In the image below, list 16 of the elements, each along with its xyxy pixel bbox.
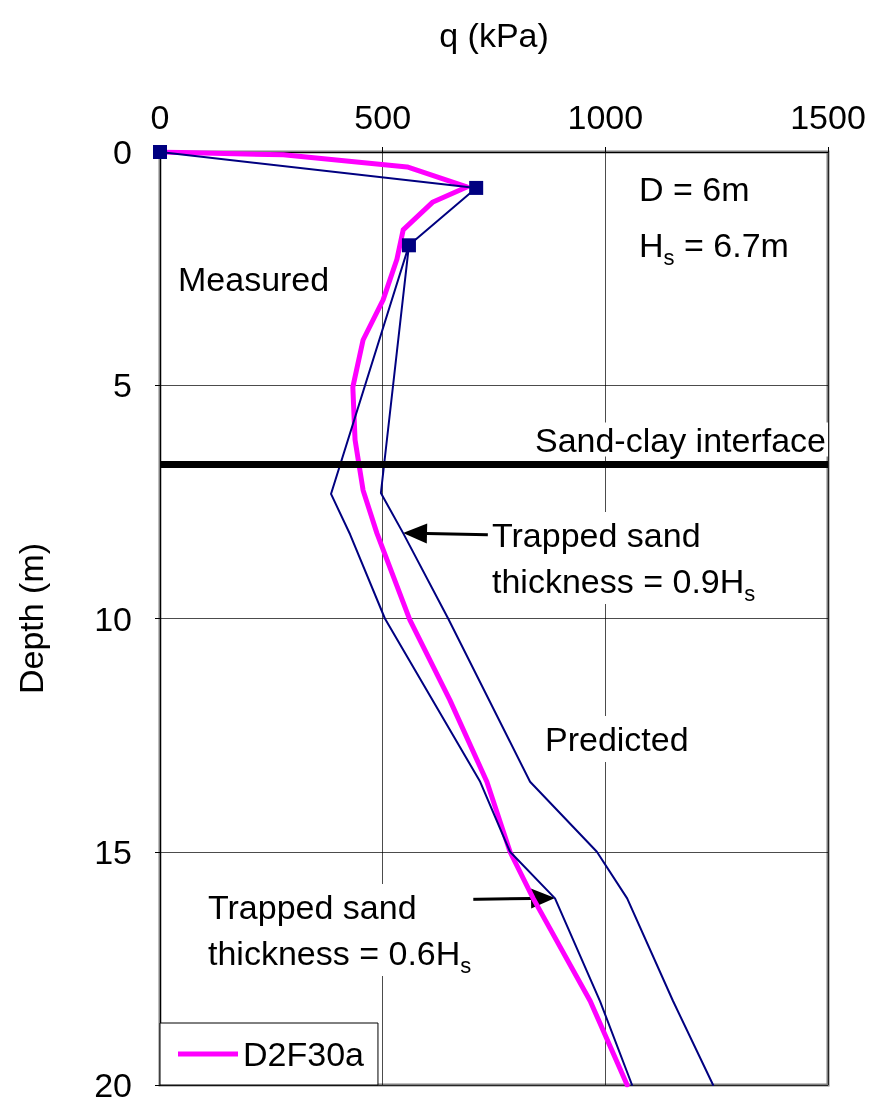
legend-label: D2F30a	[243, 1035, 365, 1073]
x-tick-label: 500	[354, 98, 412, 136]
x-axis-title: q (kPa)	[439, 16, 549, 54]
annotation: D = 6m	[639, 170, 750, 208]
y-tick-label: 10	[94, 599, 132, 638]
y-tick-label: 0	[113, 133, 132, 171]
y-tick-label: 15	[94, 832, 132, 871]
annotation: Measured	[178, 260, 330, 298]
x-tick-label: 0	[150, 98, 170, 136]
y-tick-label: 20	[94, 1066, 132, 1102]
ref-line-label: Sand-clay interface	[534, 420, 826, 459]
y-tick-label: 5	[113, 366, 132, 405]
y-axis-title: Depth (m)	[12, 542, 50, 695]
annotation: Predicted	[545, 720, 689, 758]
x-tick-label: 1500	[790, 98, 866, 136]
x-tick-label: 1000	[567, 98, 644, 136]
